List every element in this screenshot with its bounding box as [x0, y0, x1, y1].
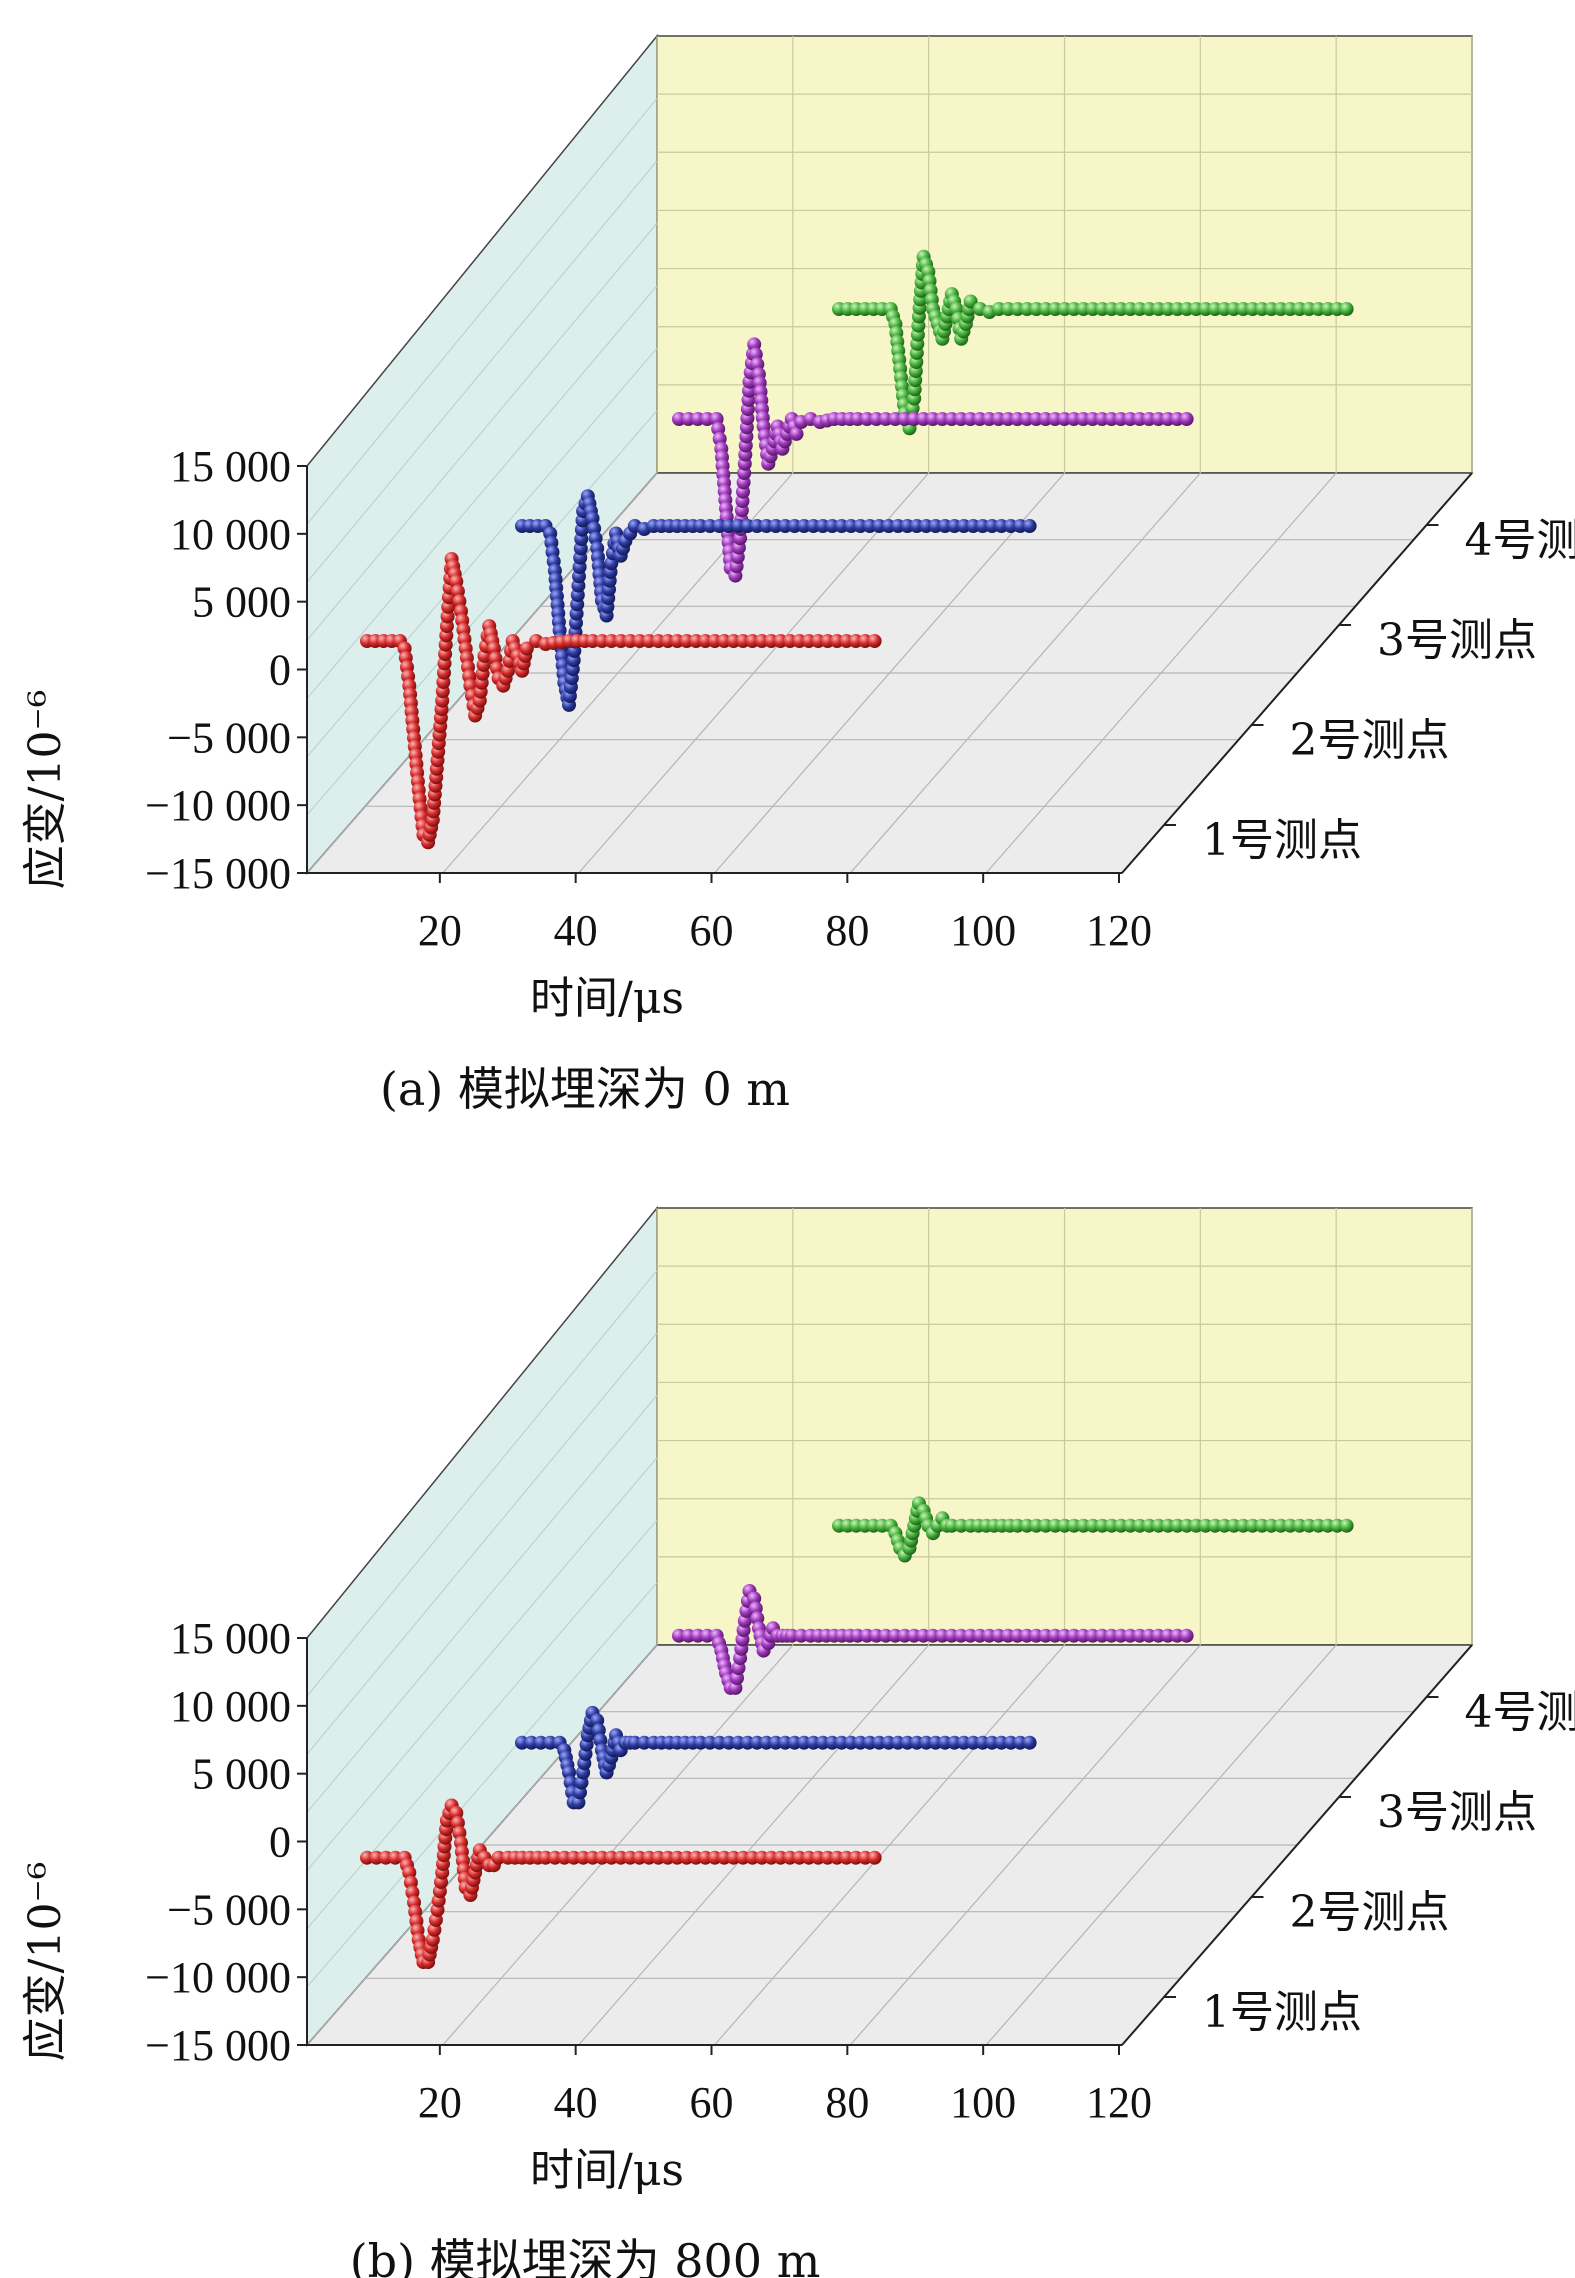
depth-axis — [1121, 1644, 1473, 2046]
y-tick-label: −15 000 — [145, 2021, 291, 2070]
data-point — [1179, 1628, 1194, 1643]
depth-label: 1号测点 — [1202, 1987, 1362, 2038]
x-tick-label: 40 — [554, 2078, 598, 2127]
x-axis-title: 时间/μs — [530, 973, 684, 1024]
left-gridline — [306, 410, 658, 816]
data-point — [1022, 1735, 1037, 1750]
series-2 — [515, 489, 1037, 712]
left-gridline — [306, 1394, 658, 1813]
data-point — [1339, 302, 1354, 316]
left-gridline — [306, 347, 658, 758]
depth-label: 2号测点 — [1290, 1887, 1450, 1938]
left-gridline — [306, 285, 658, 699]
y-tick-label: −15 000 — [145, 849, 291, 898]
depth-axis — [1121, 472, 1473, 874]
x-tick-label: 20 — [418, 2078, 462, 2127]
series-4 — [832, 249, 1354, 436]
floor-gridline — [442, 1644, 794, 2046]
data-point — [1339, 1518, 1354, 1533]
data-point — [867, 634, 882, 648]
x-tick-label: 100 — [950, 2078, 1016, 2127]
series-1 — [360, 552, 882, 850]
x-tick-label: 20 — [418, 906, 462, 955]
left-gridline — [306, 98, 658, 525]
floor-gridline — [985, 472, 1337, 874]
y-tick-label: 10 000 — [170, 510, 291, 559]
chart-panel-2: 15 000 10 000 5 000 0 −5 000 −10 000 −15 000 20… — [20, 1205, 1575, 2278]
chart-panel-1: 15 000 10 000 5 000 0 −5 000 −10 000 −15 000 20… — [20, 33, 1575, 1116]
x-tick-label: 100 — [950, 906, 1016, 955]
depth-label: 2号测点 — [1290, 715, 1450, 766]
left-gridline — [306, 1582, 658, 1988]
y-tick-label: −5 000 — [167, 1885, 291, 1934]
x-tick-label: 60 — [690, 906, 734, 955]
left-gridline — [306, 160, 658, 583]
depth-label: 4号测点 — [1465, 515, 1575, 566]
left-gridline — [306, 1270, 658, 1697]
data-point — [519, 641, 534, 656]
y-tick-label: 0 — [269, 1818, 291, 1867]
data-point — [789, 426, 804, 441]
floor-gridline — [714, 472, 1065, 874]
y-tick-label: −10 000 — [145, 781, 291, 830]
y-tick-label: 5 000 — [192, 578, 291, 627]
data-point — [963, 294, 978, 309]
depth-label: 4号测点 — [1465, 1687, 1575, 1738]
y-axis-title: 应变/10⁻⁶ — [20, 690, 71, 890]
figure-caption: (a) 模拟埋深为 0 m — [380, 1062, 790, 1116]
floor-gridline — [849, 1644, 1201, 2046]
figure-caption: (b) 模拟埋深为 800 m — [350, 2234, 821, 2278]
x-tick-label: 120 — [1086, 2078, 1152, 2127]
data-point — [1179, 412, 1194, 426]
y-tick-label: 5 000 — [192, 1750, 291, 1799]
y-tick-label: −10 000 — [145, 1953, 291, 2002]
floor-gridline — [714, 1644, 1065, 2046]
y-tick-label: 0 — [269, 646, 291, 695]
x-tick-label: 120 — [1086, 906, 1152, 955]
series-2 — [515, 1705, 1037, 1810]
x-tick-label: 60 — [690, 2078, 734, 2127]
depth-label: 1号测点 — [1202, 815, 1362, 866]
y-tick-label: −5 000 — [167, 713, 291, 762]
floor-gridline — [578, 1644, 930, 2046]
x-tick-label: 40 — [554, 906, 598, 955]
data-point — [1022, 519, 1037, 533]
x-tick-label: 80 — [825, 906, 869, 955]
x-tick-label: 80 — [825, 2078, 869, 2127]
floor-gridline — [578, 472, 930, 874]
left-gridline — [306, 222, 658, 641]
data-point — [867, 1850, 882, 1865]
depth-label: 3号测点 — [1377, 615, 1537, 666]
y-tick-label: 10 000 — [170, 1682, 291, 1731]
x-axis-title: 时间/μs — [530, 2145, 684, 2196]
left-gridline — [306, 1332, 658, 1755]
y-tick-label: 15 000 — [170, 442, 291, 491]
floor-gridline — [849, 472, 1201, 874]
series-3 — [672, 1584, 1194, 1695]
series-1 — [360, 1798, 882, 1970]
series-4 — [832, 1496, 1354, 1563]
y-axis-title: 应变/10⁻⁶ — [20, 1862, 71, 2062]
floor-gridline — [985, 1644, 1337, 2046]
series-3 — [672, 337, 1194, 583]
y-tick-label: 15 000 — [170, 1614, 291, 1663]
left-gridline — [306, 1457, 658, 1871]
depth-label: 3号测点 — [1377, 1787, 1537, 1838]
